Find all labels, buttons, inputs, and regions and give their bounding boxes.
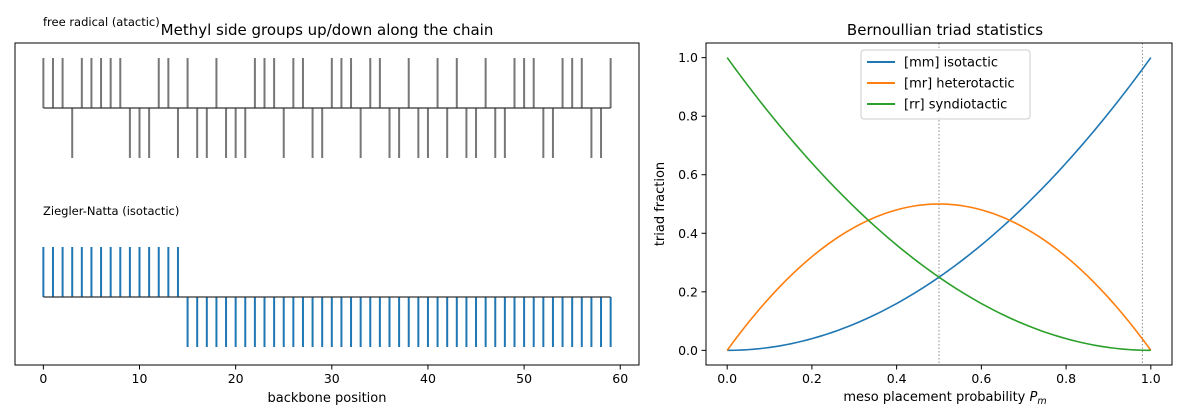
legend-label-mm: [mm] isotactic <box>904 56 998 71</box>
left-x-tick-label: 20 <box>228 371 244 386</box>
legend: [mm] isotactic [mr] heterotactic [rr] sy… <box>860 49 1031 120</box>
right-x-axis-label-symbol: P <box>1030 390 1038 405</box>
atactic-panel-label: free radical (atactic) <box>43 15 160 29</box>
right-y-tick-label: 0.2 <box>678 284 698 299</box>
right-plot-frame <box>705 42 1173 366</box>
right-y-tick-label: 0.4 <box>678 226 698 241</box>
legend-box <box>860 49 1031 120</box>
right-y-tick-label: 1.0 <box>678 50 698 65</box>
right-y-tick-label: 0.6 <box>678 167 698 182</box>
right-x-axis-label-subscript: m <box>1037 396 1046 407</box>
series-line-mr <box>726 203 1152 351</box>
right-x-axis-label: meso placement probability Pm <box>843 390 1046 407</box>
tacticity-chart: Methyl side groups up/down along the cha… <box>14 15 640 406</box>
left-chart-title: Methyl side groups up/down along the cha… <box>161 21 494 39</box>
isotactic-panel-label: Ziegler-Natta (isotactic) <box>43 204 179 218</box>
right-chart-title: Bernoullian triad statistics <box>847 21 1043 39</box>
left-x-tick-label: 30 <box>324 371 340 386</box>
right-y-axis-label: triad fraction <box>653 162 668 246</box>
legend-label-rr: [rr] syndiotactic <box>904 98 1007 113</box>
right-x-tick-label: 0.0 <box>717 371 737 386</box>
left-x-tick-label: 40 <box>420 371 436 386</box>
left-x-tick-label: 0 <box>39 371 47 386</box>
right-y-tick-label: 0.8 <box>678 109 698 124</box>
left-plot-frame <box>14 42 640 366</box>
series-line-rr <box>726 57 1151 352</box>
left-x-tick-label: 60 <box>612 371 628 386</box>
right-x-axis-label-main: meso placement probability <box>843 390 1029 405</box>
left-x-tick-label: 10 <box>132 371 148 386</box>
right-x-tick-label: 0.6 <box>971 371 991 386</box>
right-x-tick-label: 0.4 <box>887 371 907 386</box>
right-x-tick-label: 1.0 <box>1141 371 1161 386</box>
triad-chart: Bernoullian triad statistics 0.0 0.2 0.4 0.… <box>653 21 1173 407</box>
legend-label-mr: [mr] heterotactic <box>904 77 1015 92</box>
right-x-tick-label: 0.8 <box>1056 371 1076 386</box>
left-x-axis-label: backbone position <box>268 391 387 406</box>
right-y-tick-label: 0.0 <box>678 343 698 358</box>
right-x-tick-label: 0.2 <box>802 371 822 386</box>
left-x-tick-label: 50 <box>516 371 532 386</box>
